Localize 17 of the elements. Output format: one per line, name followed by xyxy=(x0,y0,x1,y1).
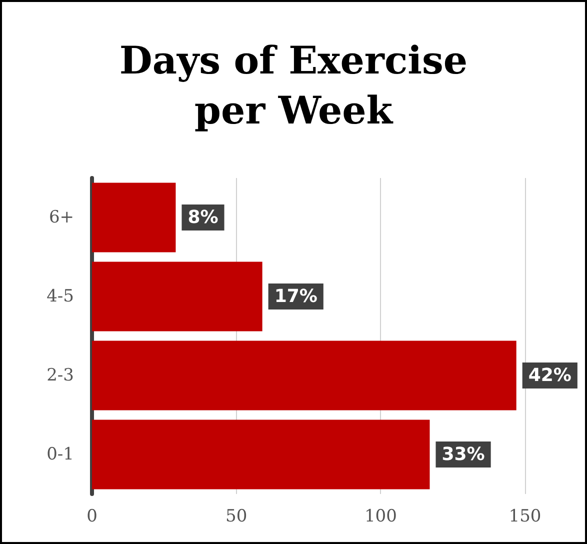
chart-title: Days of Exercise per Week xyxy=(119,38,468,132)
y-tick-label: 2-3 xyxy=(46,366,74,386)
bar xyxy=(92,262,262,332)
y-tick-label: 4-5 xyxy=(46,286,74,306)
annotation: 42% xyxy=(528,365,572,386)
x-tick-label: 50 xyxy=(226,506,248,526)
x-tick-label: 100 xyxy=(364,506,397,526)
y-tick-label: 0-1 xyxy=(46,444,74,464)
annotation: 8% xyxy=(188,207,218,228)
y-tick-label: 6+ xyxy=(48,208,74,228)
annotation: 17% xyxy=(274,286,318,307)
bar xyxy=(92,340,516,410)
bar xyxy=(92,420,430,490)
annotation: 33% xyxy=(442,444,485,465)
x-tick-label: 150 xyxy=(508,506,542,526)
x-tick-label: 0 xyxy=(86,506,98,526)
bar xyxy=(92,182,176,252)
